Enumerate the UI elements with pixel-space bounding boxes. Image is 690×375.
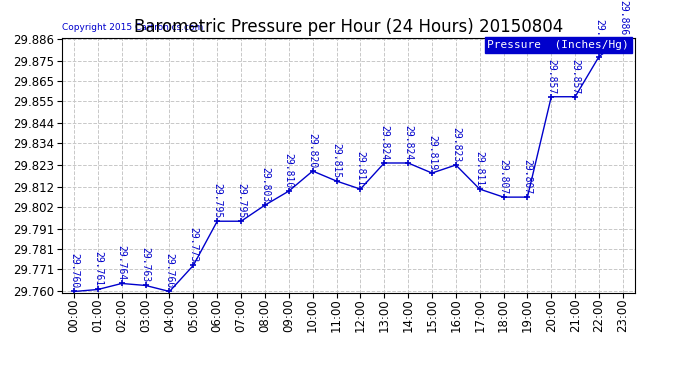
Text: 29.763: 29.763	[141, 248, 150, 283]
Text: Pressure  (Inches/Hg): Pressure (Inches/Hg)	[487, 40, 629, 50]
Text: 29.820: 29.820	[308, 133, 317, 168]
Text: 29.857: 29.857	[546, 59, 556, 94]
Text: 29.760: 29.760	[69, 254, 79, 289]
Text: 29.886: 29.886	[618, 0, 628, 36]
Text: 29.811: 29.811	[475, 151, 484, 186]
Text: 29.807: 29.807	[522, 159, 533, 194]
Title: Barometric Pressure per Hour (24 Hours) 20150804: Barometric Pressure per Hour (24 Hours) …	[134, 18, 563, 36]
Text: 29.811: 29.811	[355, 151, 366, 186]
Text: 29.795: 29.795	[213, 183, 222, 219]
Text: 29.823: 29.823	[451, 127, 461, 162]
Text: 29.824: 29.824	[403, 125, 413, 160]
Text: 29.824: 29.824	[380, 125, 389, 160]
Text: 29.764: 29.764	[117, 245, 127, 280]
Text: Copyright 2015 Cartronics.com: Copyright 2015 Cartronics.com	[62, 23, 204, 32]
Text: 29.819: 29.819	[427, 135, 437, 170]
Text: 29.877: 29.877	[594, 18, 604, 54]
Text: 29.803: 29.803	[260, 167, 270, 202]
Text: 29.857: 29.857	[570, 59, 580, 94]
Text: 29.815: 29.815	[331, 143, 342, 178]
Text: 29.773: 29.773	[188, 227, 198, 262]
Text: 29.810: 29.810	[284, 153, 294, 188]
Text: 29.795: 29.795	[236, 183, 246, 219]
Text: 29.807: 29.807	[499, 159, 509, 194]
Text: 29.761: 29.761	[93, 252, 103, 287]
Text: 29.760: 29.760	[164, 254, 175, 289]
